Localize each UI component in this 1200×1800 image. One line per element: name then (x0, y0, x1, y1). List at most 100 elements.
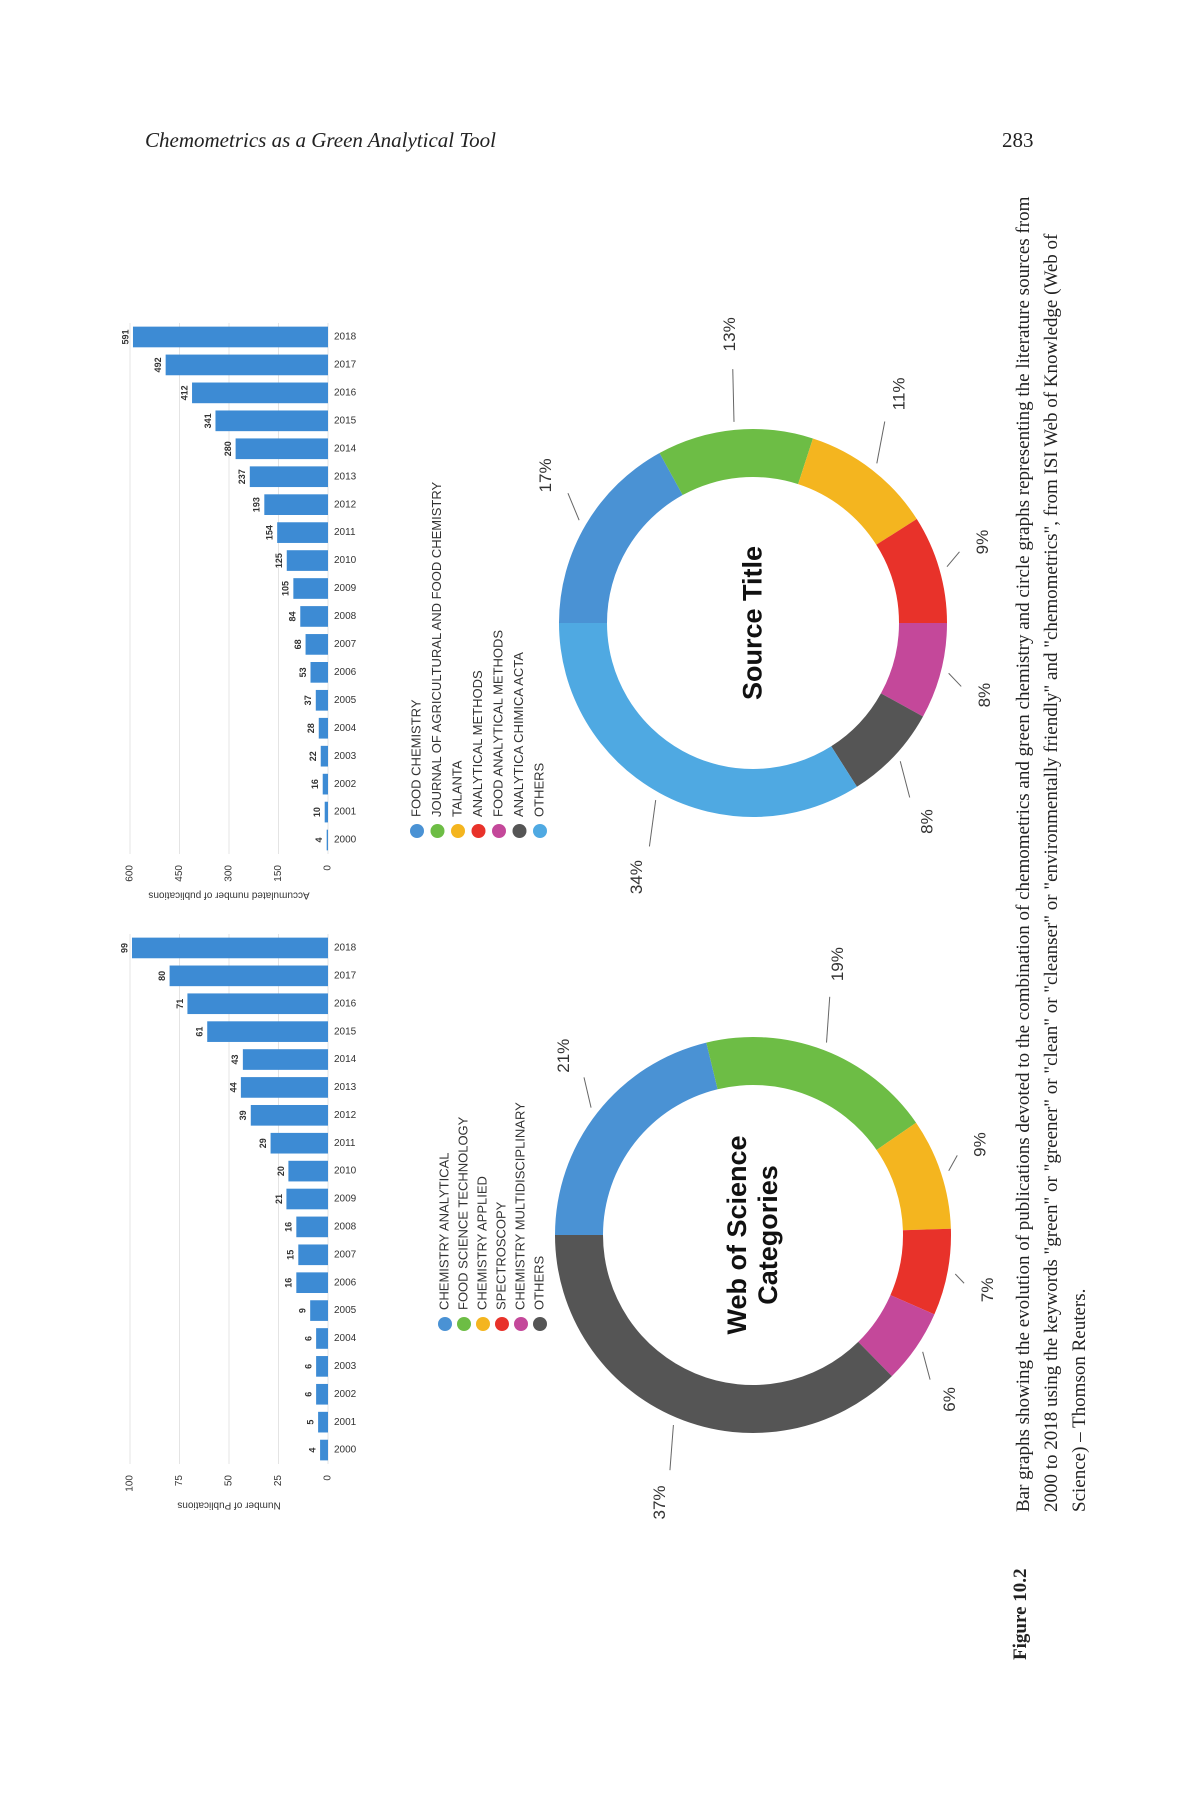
bar (249, 466, 328, 488)
leader-line (669, 1424, 674, 1471)
caption-label: Figure 10.2 (1010, 1568, 1031, 1660)
leader-line (648, 799, 657, 847)
y-tick-label: 150 (273, 865, 284, 882)
y-axis-title: Number of Publications (177, 1499, 280, 1510)
donut-slice (559, 453, 683, 623)
legend-marker (471, 824, 486, 838)
value-label: 5 (305, 1420, 315, 1425)
legend-marker (533, 824, 547, 838)
y-tick-label: 25 (273, 1475, 284, 1487)
legend-marker (495, 1317, 509, 1331)
value-label: 4 (307, 1448, 317, 1453)
value-label: 11% (890, 377, 909, 410)
value-label: 80 (157, 971, 167, 981)
bar (310, 662, 328, 683)
x-tick-label: 2013 (334, 1082, 357, 1093)
x-tick-label: 2018 (334, 332, 357, 343)
bar (300, 606, 328, 627)
bar (318, 717, 328, 739)
legend-label: CHEMISTRY ANALYTICAL (436, 1153, 451, 1311)
donut-title: Web of Science Categories (722, 1135, 783, 1335)
value-label: 84 (288, 611, 298, 621)
bar (132, 326, 328, 348)
value-label: 20 (276, 1166, 286, 1176)
bar (270, 1132, 328, 1154)
y-tick-label: 0 (323, 1475, 334, 1481)
value-label: 28 (306, 723, 316, 733)
bar (310, 1300, 328, 1321)
donut-slice (555, 1042, 718, 1235)
bar (298, 1244, 329, 1266)
value-label: 154 (265, 525, 275, 540)
x-tick-label: 2012 (334, 1110, 357, 1121)
x-tick-label: 2015 (334, 1026, 357, 1037)
x-tick-label: 2010 (334, 555, 357, 566)
value-label: 99 (120, 943, 129, 953)
legend-marker (476, 1317, 490, 1331)
bar (318, 1411, 329, 1433)
bar (316, 1356, 328, 1377)
value-label: 43 (230, 1055, 240, 1065)
leader-line (948, 1155, 958, 1171)
leader-line (899, 761, 911, 798)
value-label: 280 (223, 441, 233, 456)
x-tick-label: 2015 (334, 415, 357, 426)
y-tick-label: 450 (174, 865, 185, 882)
y-axis-title: Accumulated number of publications (148, 889, 309, 900)
x-tick-label: 2008 (334, 611, 357, 622)
y-tick-label: 100 (125, 1475, 136, 1492)
legend-label: CHEMISTRY MULTIDISCIPLINARY (512, 1102, 527, 1310)
bar (296, 1216, 329, 1238)
value-label: 492 (153, 357, 163, 372)
bar (324, 801, 328, 823)
x-tick-label: 2009 (334, 1194, 357, 1205)
value-label: 29 (258, 1138, 268, 1148)
legend-label: FOOD CHEMISTRY (408, 699, 423, 817)
x-tick-label: 2009 (334, 583, 357, 594)
legend-label: CHEMISTRY APPLIED (474, 1176, 489, 1310)
bar (316, 1383, 328, 1405)
value-label: 21% (554, 1039, 573, 1073)
legend-marker (457, 1317, 471, 1331)
bar (250, 1104, 328, 1126)
value-label: 37 (303, 695, 313, 705)
value-label: 6 (303, 1364, 313, 1369)
legend-marker (451, 824, 465, 838)
legend-marker (514, 1317, 528, 1331)
value-label: 6% (940, 1387, 959, 1412)
value-label: 6 (303, 1336, 313, 1341)
value-label: 6 (303, 1392, 313, 1397)
donut-slice (559, 623, 857, 817)
y-tick-label: 300 (224, 865, 235, 882)
x-tick-label: 2005 (334, 695, 357, 706)
x-tick-label: 2001 (334, 807, 357, 818)
bar (215, 410, 328, 432)
x-tick-label: 2011 (334, 1138, 356, 1149)
bar (131, 937, 329, 959)
legend-marker (533, 1317, 547, 1331)
x-tick-label: 2000 (334, 1445, 357, 1456)
caption-text: Bar graphs showing the evolution of publ… (1013, 196, 1090, 1512)
x-tick-label: 2002 (334, 779, 357, 790)
legend-label: OTHERS (531, 1256, 546, 1311)
x-tick-label: 2005 (334, 1305, 357, 1316)
y-tick-label: 75 (174, 1475, 185, 1487)
x-tick-label: 2002 (334, 1389, 357, 1400)
donut-slice (876, 1122, 951, 1231)
x-tick-label: 2017 (334, 360, 357, 371)
value-label: 37% (650, 1485, 669, 1519)
bar (165, 354, 328, 376)
legend-label: ANALYTICAL METHODS (470, 670, 485, 817)
bar (316, 1328, 328, 1349)
x-tick-label: 2018 (334, 943, 357, 954)
running-title: Chemometrics as a Green Analytical Tool (145, 128, 496, 152)
bar (207, 1021, 328, 1042)
x-tick-label: 2007 (334, 1249, 357, 1260)
value-label: 193 (252, 497, 262, 512)
bar (296, 1272, 329, 1294)
value-label: 8% (917, 809, 936, 834)
legend-label: ANALYTICA CHIMICA ACTA (511, 652, 526, 817)
x-tick-label: 2010 (334, 1166, 357, 1177)
